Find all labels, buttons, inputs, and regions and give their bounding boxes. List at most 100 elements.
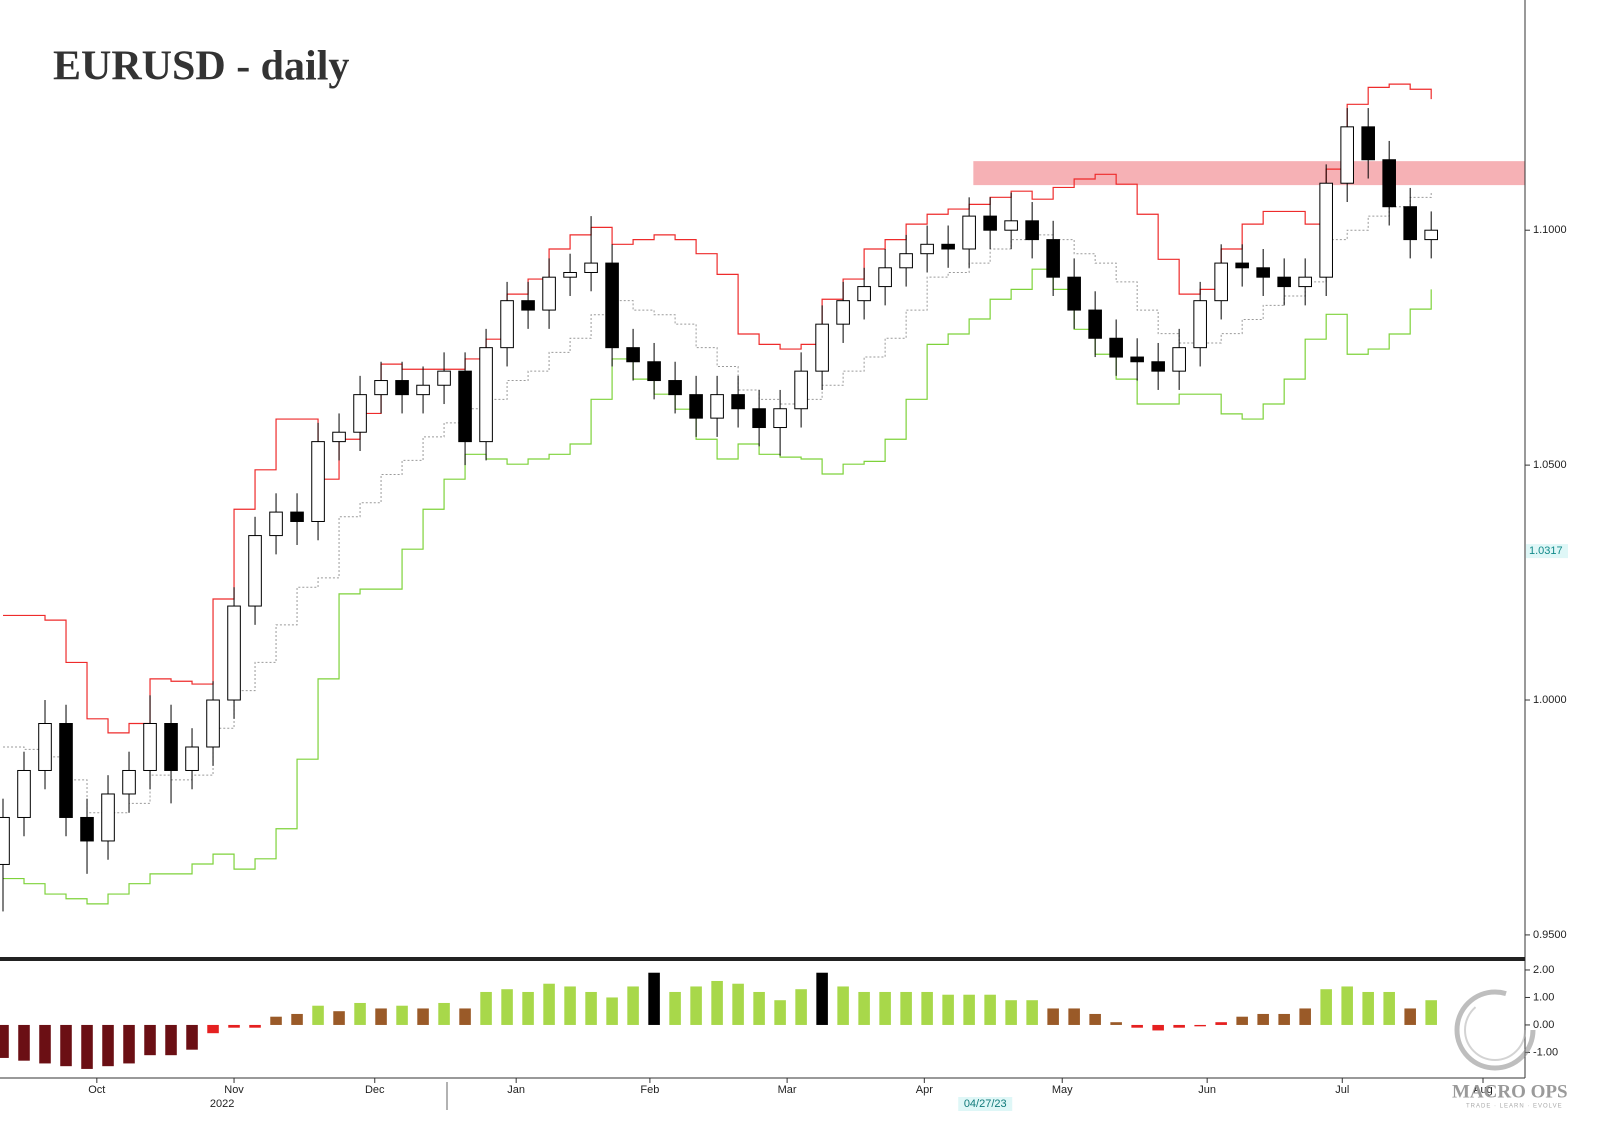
candle-body bbox=[206, 699, 220, 748]
candle-body bbox=[731, 394, 745, 410]
histogram-bar bbox=[291, 1013, 303, 1025]
x-tick-label: Dec bbox=[365, 1084, 385, 1096]
candle-body bbox=[500, 300, 514, 349]
candle-body bbox=[101, 793, 115, 842]
histogram-bar bbox=[543, 983, 555, 1025]
candle-body bbox=[899, 253, 913, 269]
candle-body bbox=[0, 816, 10, 865]
histogram-bar bbox=[1299, 1008, 1311, 1025]
histogram-bar bbox=[921, 991, 933, 1025]
chart-title: EURUSD - daily bbox=[53, 44, 349, 90]
candle-body bbox=[1025, 220, 1039, 241]
histogram-bar bbox=[606, 997, 618, 1025]
candle-body bbox=[1151, 361, 1165, 372]
histogram-bar bbox=[1110, 1022, 1122, 1025]
candle-body bbox=[857, 286, 871, 302]
histogram-layer bbox=[0, 972, 1437, 1069]
histogram-bar bbox=[522, 991, 534, 1025]
axis-layer: 0.9500 1.0000 1.0500 1.1000 1.1500 1.0317 2.00… bbox=[88, 0, 1568, 1111]
histogram-bar bbox=[648, 972, 660, 1025]
x-tick-label: Mar bbox=[778, 1084, 797, 1096]
cursor-label: 04/27/23 bbox=[964, 1098, 1007, 1110]
histogram-bar bbox=[1152, 1024, 1164, 1031]
histogram-bar bbox=[879, 991, 891, 1025]
candle-body bbox=[836, 300, 850, 325]
y-tick-label: 2.00 bbox=[1533, 964, 1554, 976]
candle-body bbox=[353, 394, 367, 433]
x-tick-label: Nov bbox=[224, 1084, 244, 1096]
histogram-bar bbox=[1215, 1022, 1227, 1025]
year-label: 2022 bbox=[210, 1098, 234, 1110]
panel-divider bbox=[0, 957, 1525, 961]
histogram-bar bbox=[1047, 1008, 1059, 1025]
candle-body bbox=[38, 723, 52, 771]
histogram-bar bbox=[480, 991, 492, 1025]
x-tick-label: Apr bbox=[916, 1084, 933, 1096]
x-tick-label: Jul bbox=[1335, 1084, 1349, 1096]
histogram-bar bbox=[669, 991, 681, 1025]
histogram-bar bbox=[585, 991, 597, 1025]
histogram-bar bbox=[1236, 1016, 1248, 1025]
candle-body bbox=[185, 746, 199, 771]
y-tick-label: 1.0000 bbox=[1533, 694, 1567, 706]
histogram-bar bbox=[816, 972, 828, 1025]
candle-body bbox=[1424, 229, 1438, 241]
histogram-bar bbox=[312, 1005, 324, 1025]
histogram-bar bbox=[753, 991, 765, 1025]
candle-body bbox=[143, 723, 157, 771]
histogram-bar bbox=[18, 1024, 30, 1061]
candle-body bbox=[983, 215, 997, 231]
watermark-logo bbox=[1454, 989, 1536, 1071]
candle-body bbox=[311, 441, 325, 522]
logo-ring bbox=[1464, 999, 1526, 1061]
histogram-bar bbox=[1362, 991, 1374, 1025]
histogram-bar bbox=[1404, 1008, 1416, 1025]
y-tick-label: 0.00 bbox=[1533, 1019, 1554, 1031]
y-tick-label: 1.1500 bbox=[1533, 0, 1567, 1]
candle-body bbox=[878, 267, 892, 288]
candle-body bbox=[1277, 276, 1291, 288]
histogram-bar bbox=[1026, 1000, 1038, 1025]
histogram-bar bbox=[270, 1016, 282, 1025]
candle-body bbox=[164, 723, 178, 771]
histogram-bar bbox=[942, 994, 954, 1025]
histogram-bar bbox=[837, 986, 849, 1025]
candle-body bbox=[458, 370, 472, 443]
histogram-bar bbox=[354, 1002, 366, 1025]
candle-body bbox=[248, 535, 262, 607]
cursor-box bbox=[958, 1097, 1013, 1111]
candle-body bbox=[1109, 337, 1123, 358]
histogram-bar bbox=[732, 983, 744, 1025]
price-marker-label: 1.0317 bbox=[1529, 545, 1563, 557]
candle-body bbox=[605, 262, 619, 349]
histogram-bar bbox=[1131, 1024, 1143, 1028]
candle-body bbox=[584, 262, 598, 273]
candle-layer bbox=[0, 108, 1438, 912]
candle-body bbox=[332, 431, 346, 443]
candle-body bbox=[80, 816, 94, 842]
histogram-bar bbox=[228, 1024, 240, 1028]
zone-layer bbox=[973, 161, 1525, 186]
histogram-bar bbox=[438, 1002, 450, 1025]
watermark-tagline: TRADE · LEARN · EVOLVE bbox=[1466, 1104, 1563, 1110]
candle-body bbox=[1067, 276, 1081, 311]
histogram-bar bbox=[417, 1008, 429, 1025]
y-tick-label: 0.9500 bbox=[1533, 929, 1567, 941]
candle-body bbox=[59, 723, 73, 818]
candle-body bbox=[920, 243, 934, 255]
histogram-bar bbox=[1320, 989, 1332, 1025]
histogram-bar bbox=[207, 1024, 219, 1034]
candle-body bbox=[752, 408, 766, 429]
histogram-bar bbox=[186, 1024, 198, 1050]
candle-body bbox=[227, 605, 241, 701]
histogram-bar bbox=[690, 986, 702, 1025]
y-tick-label: 1.0500 bbox=[1533, 459, 1567, 471]
watermark: MACRO OPS bbox=[1452, 1081, 1568, 1102]
candle-body bbox=[269, 511, 283, 537]
histogram-bar bbox=[1089, 1013, 1101, 1025]
histogram-bar bbox=[39, 1024, 51, 1064]
candle-body bbox=[1193, 300, 1207, 349]
candle-body bbox=[941, 243, 955, 250]
candle-body bbox=[122, 769, 136, 795]
